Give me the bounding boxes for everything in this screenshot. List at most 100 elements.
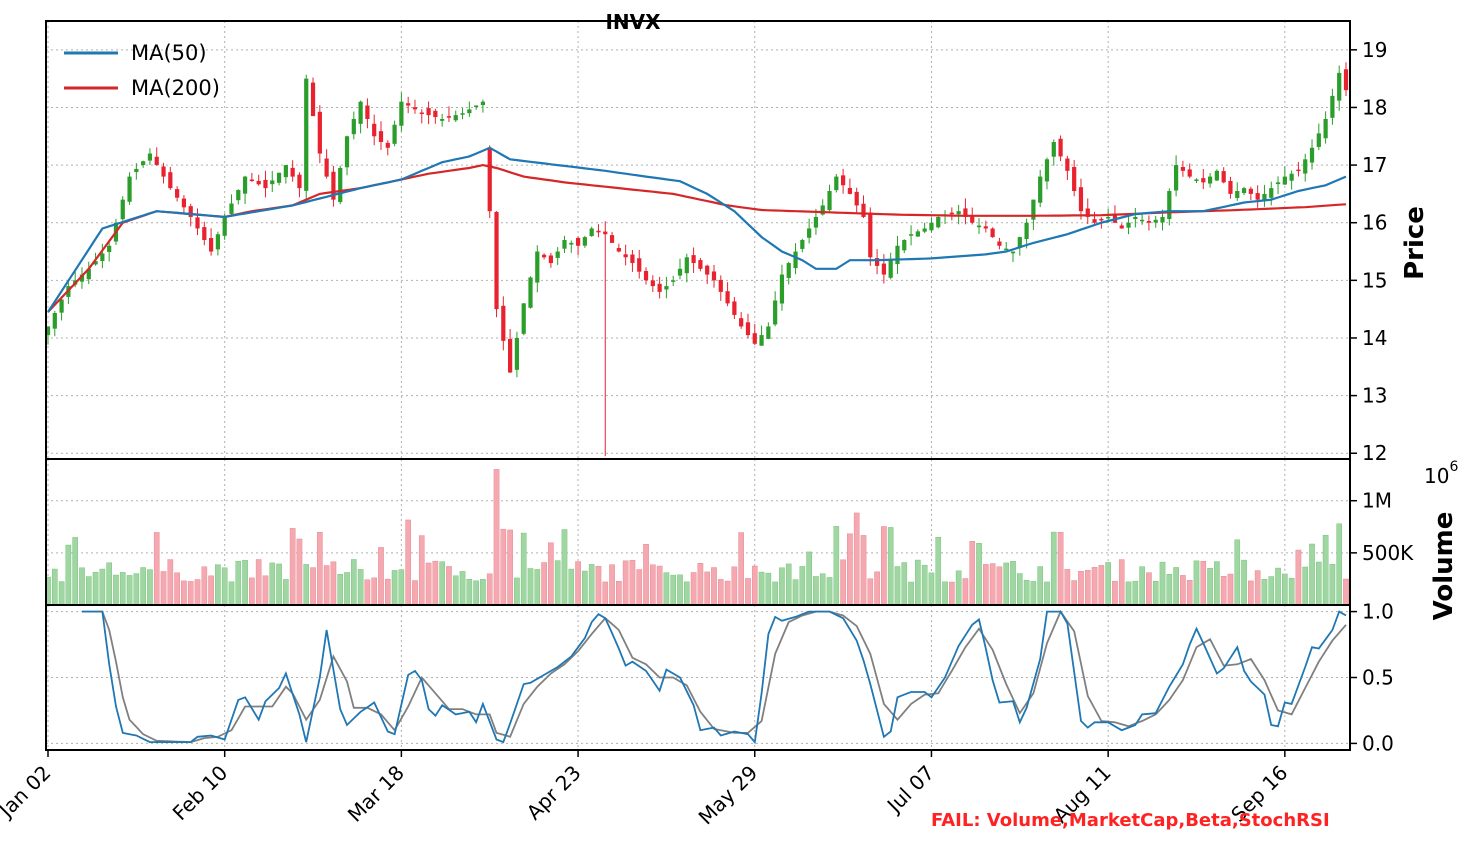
candle-up: [569, 242, 574, 245]
ma200-line: [47, 163, 1347, 313]
candle-up: [1038, 176, 1043, 203]
candle-up: [1031, 199, 1036, 220]
candle-up: [786, 263, 791, 278]
candle-up: [1106, 216, 1111, 219]
volume-bar-down: [323, 565, 330, 606]
volume-bar-down: [541, 562, 547, 606]
ma50-line: [47, 146, 1347, 313]
volume-bar-down: [751, 565, 758, 606]
candle-up: [1323, 118, 1328, 139]
candle-up: [1289, 173, 1294, 181]
volume-bar-up: [1214, 561, 1220, 606]
volume-bar-up: [106, 562, 112, 606]
candle-up: [1024, 222, 1029, 240]
volume-bar-up: [85, 576, 92, 606]
volume-bar-down: [548, 542, 554, 606]
candle-up: [79, 274, 85, 282]
candle-up: [922, 228, 927, 232]
candle-up: [1160, 216, 1165, 223]
volume-bar-up: [357, 569, 364, 606]
volume-multiplier: 106: [1424, 459, 1458, 488]
candle-up: [1010, 251, 1016, 254]
candle-up: [100, 253, 105, 261]
candle-down: [1092, 219, 1097, 223]
volume-bar-down: [412, 580, 418, 606]
candle-up: [392, 124, 397, 144]
candle-down: [168, 172, 173, 189]
volume-bar-down: [636, 569, 643, 606]
price-tick-label: 19: [1362, 38, 1387, 62]
candle-down: [249, 179, 254, 182]
candle-up: [1275, 182, 1281, 185]
volume-bar-down: [201, 566, 208, 606]
candle-down: [983, 226, 988, 229]
volume-bar-up: [1132, 580, 1139, 606]
candle-up: [562, 240, 567, 249]
volume-bar-down: [486, 573, 493, 606]
candle-down: [643, 270, 649, 281]
volume-bar-up: [527, 568, 534, 606]
candle-down: [739, 318, 744, 327]
candle-down: [548, 255, 553, 264]
volume-bar-up: [1159, 561, 1166, 606]
volume-bar-down: [616, 581, 622, 606]
stoch-tick-label: 1.0: [1362, 600, 1394, 624]
candle-down: [1146, 221, 1152, 223]
candle-up: [773, 300, 778, 325]
candle-down: [161, 166, 166, 177]
candle-up: [93, 261, 98, 265]
candle-down: [1180, 166, 1186, 171]
price-tick-label: 18: [1362, 95, 1387, 119]
candle-down: [732, 301, 737, 315]
candle-up: [474, 105, 479, 108]
volume-bar-down: [1200, 561, 1207, 606]
candle-down: [698, 260, 703, 269]
volume-bar-down: [262, 575, 269, 606]
volume-bar-up: [1316, 561, 1322, 606]
candle-up: [664, 286, 669, 290]
candle-down: [446, 116, 452, 118]
volume-bar-up: [126, 575, 133, 606]
volume-bar-up: [140, 567, 146, 606]
candle-down: [1228, 180, 1233, 194]
candle-down: [290, 167, 295, 177]
candle-down: [970, 215, 975, 223]
candle-up: [820, 205, 825, 215]
volume-bar-up: [459, 571, 466, 606]
volume-bar-up: [473, 580, 479, 606]
candle-down: [1201, 178, 1206, 183]
candle-down: [1296, 169, 1301, 172]
volume-bar-up: [765, 572, 772, 606]
candle-down: [412, 107, 418, 110]
candle-up: [107, 245, 112, 252]
volume-bar-down: [1057, 532, 1064, 606]
candle-down: [433, 110, 438, 118]
candle-up: [528, 277, 533, 308]
volume-bar-down: [745, 578, 751, 606]
volume-bar-up: [480, 579, 486, 606]
candle-up: [759, 335, 764, 346]
volume-bar-down: [153, 532, 160, 606]
candle-down: [623, 254, 628, 258]
volume-bar-up: [215, 564, 221, 606]
volume-bar-down: [181, 580, 187, 606]
volume-bar-up: [1037, 566, 1043, 606]
candle-down: [657, 283, 662, 292]
volume-bar-up: [1309, 543, 1315, 606]
volume-bar-down: [1295, 549, 1302, 606]
candle-down: [575, 237, 581, 246]
candle-down: [997, 241, 1002, 246]
volume-bar-up: [554, 560, 561, 606]
volume-bar-down: [364, 579, 371, 606]
candle-down: [861, 203, 866, 217]
volume-bar-down: [405, 519, 411, 606]
volume-bar-down: [1227, 573, 1234, 606]
candle-down: [426, 108, 431, 116]
candle-down: [541, 254, 547, 258]
volume-bar-up: [758, 571, 765, 606]
candle-up: [1167, 191, 1172, 220]
volume-bar-up: [452, 575, 459, 606]
volume-bar-up: [935, 537, 942, 606]
volume-bar-down: [690, 572, 697, 606]
